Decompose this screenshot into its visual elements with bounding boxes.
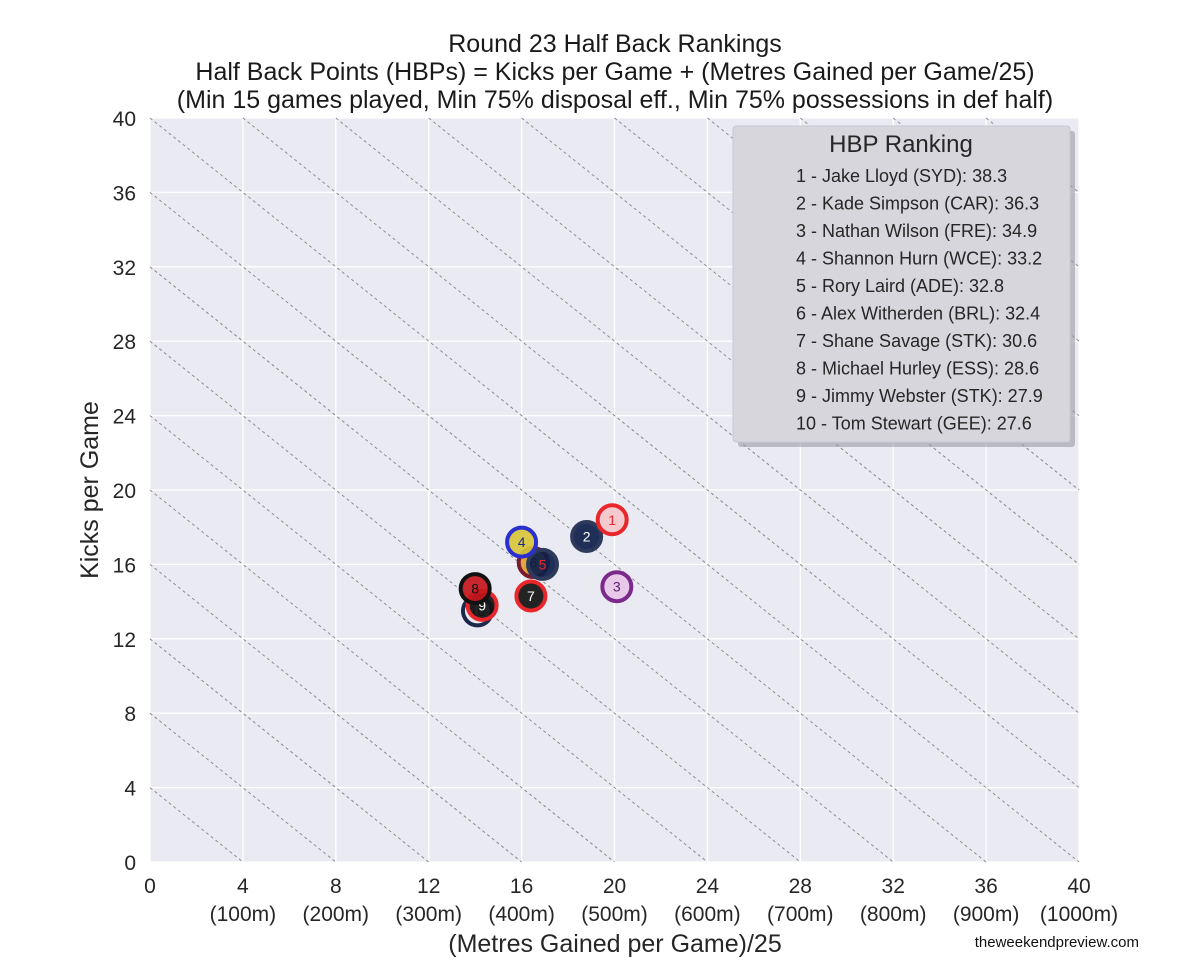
point-label: 9 (478, 597, 486, 613)
data-point-3: 3 (600, 570, 634, 604)
x-tick-label: 24 (696, 875, 720, 898)
legend: HBP Ranking 1 - Jake Lloyd (SYD): 38.3 2 … (732, 125, 1075, 447)
legend-title: HBP Ranking (829, 131, 973, 158)
point-marker (505, 525, 539, 559)
legend-item: 3 - Nathan Wilson (FRE): 34.9 (796, 221, 1037, 241)
data-point-5: 5 (526, 547, 560, 581)
x-tick-label: 4 (237, 875, 249, 898)
x-tick-label: 8 (330, 875, 342, 898)
x-tick-sublabel: (1000m) (1040, 903, 1118, 926)
isoline (149, 415, 708, 863)
x-tick-sublabel: (600m) (674, 903, 741, 926)
x-tick-sublabel: (700m) (767, 903, 834, 926)
x-tick-sublabel: (500m) (581, 903, 648, 926)
data-point-8: 8 (458, 572, 492, 606)
isoline (149, 564, 522, 863)
y-axis-ticks: 0 4 8 12 16 20 24 28 32 36 40 (113, 108, 137, 875)
isoline (149, 117, 1080, 863)
x-axis-label: (Metres Gained per Game)/25 (448, 930, 781, 958)
chart-criteria: (Min 15 games played, Min 75% disposal e… (177, 86, 1053, 114)
y-tick-label: 4 (124, 778, 136, 801)
data-point-4: 4 (505, 525, 539, 559)
chart-subtitle: Half Back Points (HBPs) = Kicks per Game… (195, 58, 1034, 86)
isoline (149, 192, 987, 863)
x-tick-sublabel: (100m) (210, 903, 277, 926)
point-marker (514, 579, 548, 613)
point-marker (600, 570, 634, 604)
x-tick-sublabel: (300m) (395, 903, 462, 926)
data-point-1: 1 (595, 503, 629, 537)
point-marker (570, 520, 604, 553)
legend-item: 4 - Shannon Hurn (WCE): 33.2 (796, 249, 1042, 269)
x-tick-label: 40 (1067, 875, 1090, 898)
legend-item: 2 - Kade Simpson (CAR): 36.3 (796, 194, 1039, 214)
y-tick-label: 12 (113, 629, 136, 652)
data-point-2: 2 (570, 520, 604, 553)
x-tick-label: 28 (789, 875, 812, 898)
x-tick-label: 0 (144, 875, 156, 898)
y-tick-label: 32 (113, 257, 136, 280)
data-points: 10987654321 (458, 503, 634, 628)
y-tick-label: 40 (113, 108, 136, 131)
isoline (149, 787, 244, 863)
legend-item: 1 - Jake Lloyd (SYD): 38.3 (796, 166, 1007, 186)
isoline (242, 117, 1080, 788)
point-marker (595, 503, 629, 537)
isolines (149, 117, 1080, 863)
y-tick-label: 8 (124, 703, 136, 726)
y-tick-label: 36 (113, 182, 136, 205)
x-tick-label: 32 (882, 875, 905, 898)
point-label: 8 (471, 581, 479, 597)
point-marker (526, 547, 560, 581)
x-tick-sublabel: (800m) (860, 903, 927, 926)
x-tick-label: 16 (510, 875, 533, 898)
y-tick-label: 24 (113, 406, 137, 429)
chart-title: Round 23 Half Back Rankings (448, 30, 782, 58)
y-tick-label: 20 (113, 480, 136, 503)
y-tick-label: 0 (124, 852, 136, 875)
legend-items: 1 - Jake Lloyd (SYD): 38.3 2 - Kade Simps… (796, 166, 1043, 434)
isoline (149, 712, 337, 863)
legend-item: 8 - Michael Hurley (ESS): 28.6 (796, 359, 1039, 379)
y-tick-label: 16 (113, 554, 136, 577)
point-label: 3 (613, 579, 621, 595)
data-point-7: 7 (514, 579, 548, 613)
legend-box (732, 125, 1071, 443)
isoline (335, 117, 1080, 714)
legend-item: 9 - Jimmy Webster (STK): 27.9 (796, 386, 1043, 406)
point-label: 2 (583, 529, 591, 545)
x-tick-label: 12 (417, 875, 440, 898)
point-label: 7 (527, 588, 535, 604)
legend-item: 7 - Shane Savage (STK): 30.6 (796, 331, 1037, 351)
legend-item: 10 - Tom Stewart (GEE): 27.6 (796, 414, 1032, 434)
credit-text: theweekendpreview.com (975, 934, 1139, 951)
y-tick-label: 28 (113, 331, 136, 354)
x-axis-ticks: 0 4 (100m) 8 (200m) 12 (300m) 16 (400m) 20 (500m) 2… (144, 875, 1118, 926)
x-tick-label: 20 (603, 875, 626, 898)
x-tick-sublabel: (200m) (303, 903, 370, 926)
x-tick-label: 36 (974, 875, 997, 898)
legend-item: 5 - Rory Laird (ADE): 32.8 (796, 276, 1004, 296)
x-tick-sublabel: (400m) (488, 903, 555, 926)
point-label: 4 (518, 534, 526, 550)
isoline (521, 117, 1080, 565)
x-tick-sublabel: (900m) (953, 903, 1020, 926)
y-axis-label: Kicks per Game (76, 401, 104, 579)
point-marker (458, 572, 492, 606)
point-label: 1 (608, 512, 616, 528)
legend-item: 6 - Alex Witherden (BRL): 32.4 (796, 304, 1040, 324)
point-label: 5 (539, 556, 547, 572)
